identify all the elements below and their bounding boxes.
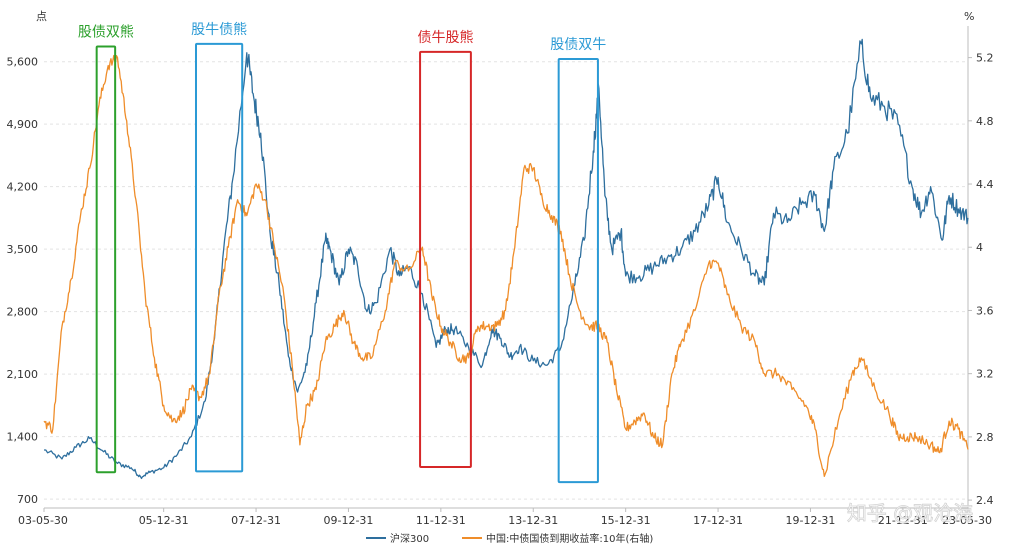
regime-box: [95, 45, 117, 474]
left-tick-label: 3,500: [7, 243, 39, 256]
legend-label-bond-yield: 中国:中债国债到期收益率:10年(右轴): [486, 532, 653, 545]
x-tick-label: 09-12-31: [323, 514, 373, 527]
watermark: 知乎 @观沧海: [847, 501, 973, 525]
right-tick-label: 4.4: [976, 178, 994, 191]
legend-label-hs300: 沪深300: [390, 532, 429, 545]
x-tick-label: 03-05-30: [18, 514, 68, 527]
left-tick-label: 2,800: [7, 306, 39, 319]
x-tick-label: 13-12-31: [508, 514, 558, 527]
left-tick-label: 4,200: [7, 181, 39, 194]
legend: 沪深300 中国:中债国债到期收益率:10年(右轴): [366, 532, 653, 545]
x-tick-label: 19-12-31: [785, 514, 835, 527]
right-tick-label: 2.4: [976, 494, 994, 507]
x-tick-label: 17-12-31: [693, 514, 743, 527]
series-line-hs300: [44, 38, 969, 480]
right-tick-label: 5.2: [976, 52, 994, 65]
regime-box: [419, 50, 472, 468]
regime-label: 股债双牛: [550, 37, 606, 53]
right-tick-label: 3.2: [976, 368, 994, 381]
regime-box: [194, 42, 244, 473]
left-tick-label: 5,600: [7, 56, 39, 69]
x-tick-label: 05-12-31: [139, 514, 189, 527]
left-tick-label: 700: [17, 493, 38, 506]
regime-box: [557, 58, 599, 484]
x-tick-label: 07-12-31: [231, 514, 281, 527]
x-tick-label: 21-12-31: [878, 514, 928, 527]
series-line-bond-yield: [43, 54, 969, 478]
right-tick-label: 4.8: [976, 115, 994, 128]
right-axis-unit: %: [964, 10, 974, 23]
x-tick-label: 23-05-30: [942, 514, 992, 527]
right-tick-label: 3.6: [976, 304, 994, 317]
right-tick-label: 2.8: [976, 431, 994, 444]
series-lines: [43, 38, 969, 480]
axes: 点 % 700 1,400 2,100 2,800 3,500 4,200 4,900 5,6…: [7, 10, 994, 527]
x-tick-label: 11-12-31: [416, 514, 466, 527]
x-tick-label: 15-12-31: [601, 514, 651, 527]
left-tick-label: 1,400: [7, 431, 39, 444]
regime-label: 股牛债熊: [191, 22, 247, 38]
left-axis-unit: 点: [36, 10, 47, 23]
gridlines: [44, 61, 968, 500]
regime-label: 债牛股熊: [417, 30, 473, 46]
left-tick-label: 2,100: [7, 368, 39, 381]
left-tick-label: 4,900: [7, 118, 39, 131]
right-tick-label: 4: [976, 241, 983, 254]
regime-label: 股债双熊: [78, 25, 134, 41]
